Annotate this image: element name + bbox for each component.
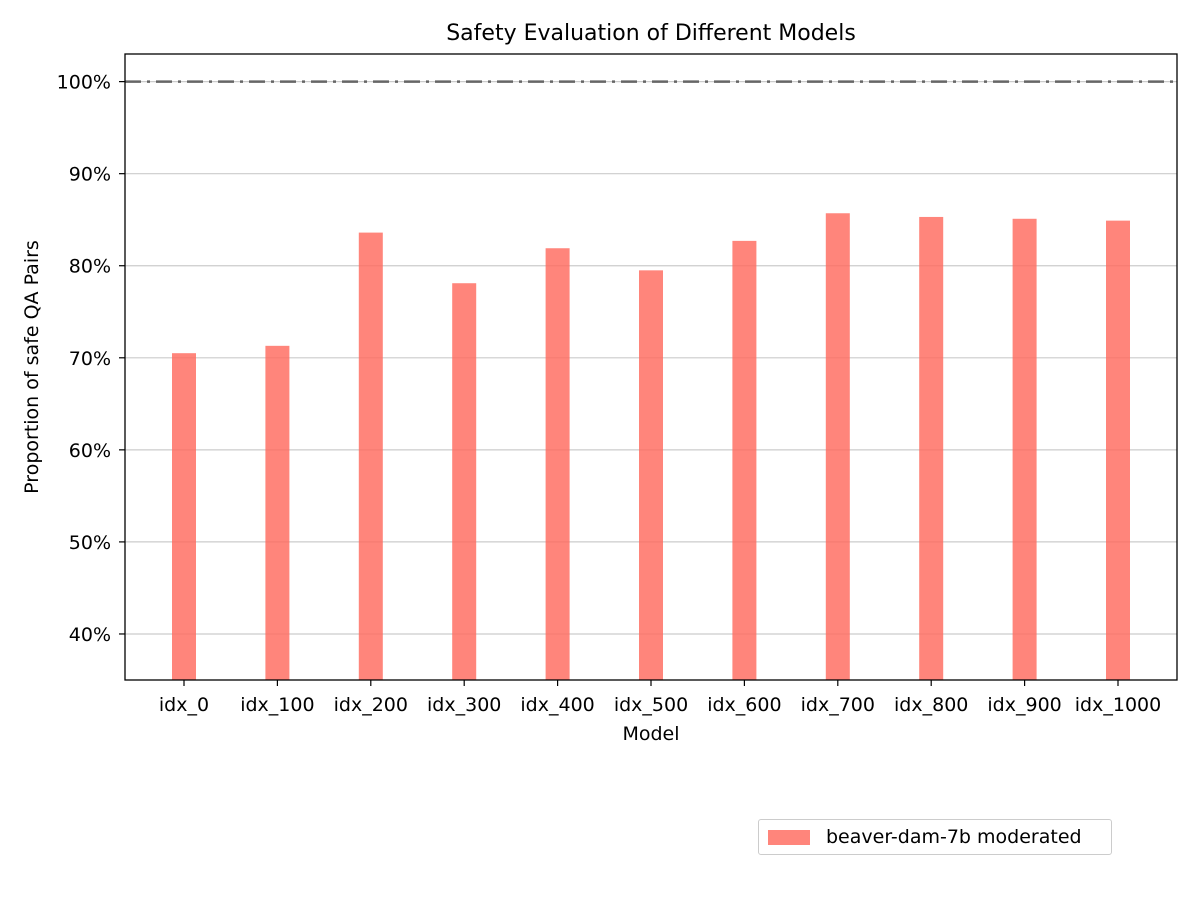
x-tick-label: idx_400	[520, 694, 594, 716]
x-tick-label: idx_100	[240, 694, 314, 716]
x-axis-label: Model	[622, 723, 679, 745]
bar	[452, 283, 477, 680]
x-tick-label: idx_900	[987, 694, 1061, 716]
y-axis-label: Proportion of safe QA Pairs	[21, 240, 43, 494]
y-tick-label: 70%	[69, 348, 111, 370]
x-tick-label: idx_800	[894, 694, 968, 716]
x-tick-label: idx_500	[614, 694, 688, 716]
bar	[1012, 218, 1037, 681]
x-tick-label: idx_700	[801, 694, 875, 716]
x-tick-label: idx_200	[334, 694, 408, 716]
bars-layer	[172, 213, 1130, 681]
bar	[265, 345, 290, 680]
y-tick-label: 90%	[69, 164, 111, 186]
legend-swatch	[768, 829, 810, 845]
y-tick-label: 60%	[69, 440, 111, 462]
legend: beaver-dam-7b moderated	[758, 819, 1112, 855]
bar	[732, 240, 757, 681]
bar	[919, 216, 944, 680]
bar	[639, 270, 663, 680]
x-ticks-layer: idx_0 idx_100 idx_200 idx_300 idx_400 idx_500…	[159, 680, 1161, 716]
y-tick-label: 100%	[57, 72, 111, 94]
y-ticks-layer: 40% 50% 60% 70% 80% 90% 100%	[57, 72, 125, 646]
x-tick-label: idx_300	[427, 694, 501, 716]
y-tick-label: 80%	[69, 256, 111, 278]
x-tick-label: idx_600	[707, 694, 781, 716]
bar	[825, 213, 850, 680]
y-tick-label: 40%	[69, 624, 111, 646]
y-tick-label: 50%	[69, 532, 111, 554]
bar	[545, 248, 570, 680]
bar	[172, 353, 196, 680]
x-tick-label: idx_0	[159, 694, 209, 716]
x-tick-label: idx_1000	[1075, 694, 1161, 716]
bar	[358, 232, 383, 680]
bar	[1106, 220, 1130, 680]
chart-title: Safety Evaluation of Different Models	[446, 21, 856, 46]
legend-label: beaver-dam-7b moderated	[826, 826, 1082, 848]
